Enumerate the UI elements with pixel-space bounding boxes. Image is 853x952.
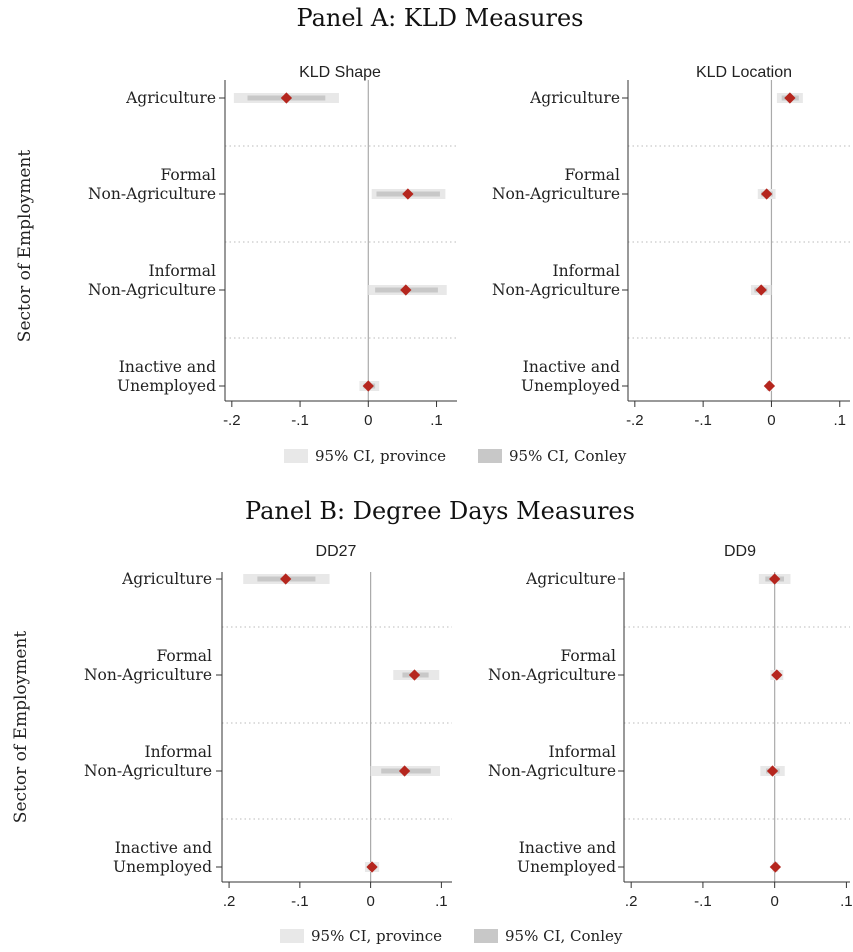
category-label: Informal — [149, 262, 217, 280]
point-estimate-marker — [280, 573, 292, 585]
category-label: Unemployed — [517, 858, 616, 876]
legend-a-conley-swatch — [478, 449, 502, 463]
legend-b-province-label: 95% CI, province — [311, 927, 442, 945]
category-label: Inactive and — [519, 839, 616, 857]
category-label: Unemployed — [117, 377, 216, 395]
category-label: Inactive and — [115, 839, 212, 857]
subplot-title: DD9 — [724, 543, 756, 560]
x-tick-label: -.2 — [626, 412, 644, 429]
panel-b-title: Panel B: Degree Days Measures — [245, 497, 635, 525]
x-tick-label: .1 — [435, 893, 448, 910]
point-estimate-marker — [771, 669, 783, 681]
subplot-1-1: DD9AgricultureFormalNon-AgricultureInfor… — [488, 543, 853, 910]
category-label: Informal — [145, 743, 213, 761]
x-tick-label: 0 — [366, 893, 374, 910]
x-tick-label: -.1 — [291, 893, 309, 910]
x-tick-label: -.1 — [694, 412, 712, 429]
category-label: Agriculture — [125, 89, 216, 107]
category-label: Non-Agriculture — [488, 762, 616, 780]
x-tick-label: .1 — [840, 893, 853, 910]
legend-a-province-label: 95% CI, province — [315, 447, 446, 465]
category-label: Non-Agriculture — [84, 762, 212, 780]
category-label: Formal — [160, 166, 216, 184]
legend-b-province-swatch — [280, 929, 304, 943]
point-estimate-marker — [400, 284, 412, 296]
category-label: Non-Agriculture — [88, 281, 216, 299]
category-label: Formal — [560, 647, 616, 665]
category-label: Agriculture — [525, 570, 616, 588]
panel-a-title: Panel A: KLD Measures — [297, 4, 584, 32]
category-label: Agriculture — [529, 89, 620, 107]
x-tick-label: .2 — [625, 893, 638, 910]
point-estimate-marker — [362, 380, 374, 392]
panel-a-y-axis-label: Sector of Employment — [15, 150, 35, 343]
category-label: Non-Agriculture — [88, 185, 216, 203]
category-label: Formal — [156, 647, 212, 665]
point-estimate-marker — [755, 284, 767, 296]
legend-a-conley-label: 95% CI, Conley — [509, 447, 627, 465]
point-estimate-marker — [402, 188, 414, 200]
category-label: Non-Agriculture — [84, 666, 212, 684]
subplot-1-0: DD27AgricultureFormalNon-AgricultureInfo… — [84, 543, 452, 910]
subplot-0-0: KLD ShapeAgricultureFormalNon-Agricultur… — [88, 64, 457, 429]
x-tick-label: 0 — [364, 412, 372, 429]
category-label: Formal — [564, 166, 620, 184]
category-label: Agriculture — [121, 570, 212, 588]
point-estimate-marker — [408, 669, 421, 681]
x-tick-label: -.1 — [694, 893, 712, 910]
x-tick-label: .1 — [430, 412, 443, 429]
category-label: Informal — [549, 743, 617, 761]
legend-a-province-swatch — [284, 449, 308, 463]
panel-b-y-axis-label: Sector of Employment — [11, 631, 31, 824]
legend-b-conley-label: 95% CI, Conley — [505, 927, 623, 945]
x-tick-label: .2 — [223, 893, 236, 910]
category-label: Non-Agriculture — [492, 185, 620, 203]
subplot-0-1: KLD LocationAgricultureFormalNon-Agricul… — [492, 64, 850, 429]
x-tick-label: 0 — [767, 412, 775, 429]
category-label: Inactive and — [119, 358, 216, 376]
x-tick-label: 0 — [770, 893, 778, 910]
category-label: Unemployed — [521, 377, 620, 395]
category-label: Non-Agriculture — [492, 281, 620, 299]
category-label: Unemployed — [113, 858, 212, 876]
point-estimate-marker — [398, 765, 411, 777]
x-tick-label: -.1 — [291, 412, 309, 429]
subplot-title: KLD Shape — [299, 64, 381, 81]
legend-b-conley-swatch — [474, 929, 498, 943]
x-tick-label: .1 — [833, 412, 846, 429]
point-estimate-marker — [769, 573, 781, 585]
point-estimate-marker — [366, 861, 378, 873]
x-tick-label: -.2 — [223, 412, 241, 429]
category-label: Inactive and — [523, 358, 620, 376]
category-label: Non-Agriculture — [488, 666, 616, 684]
point-estimate-marker — [763, 380, 776, 392]
point-estimate-marker — [761, 188, 773, 200]
subplot-title: DD27 — [316, 543, 357, 560]
point-estimate-marker — [769, 861, 782, 873]
category-label: Informal — [553, 262, 621, 280]
subplot-title: KLD Location — [696, 64, 792, 81]
point-estimate-marker — [766, 765, 779, 777]
subplots: KLD ShapeAgricultureFormalNon-Agricultur… — [84, 64, 853, 910]
